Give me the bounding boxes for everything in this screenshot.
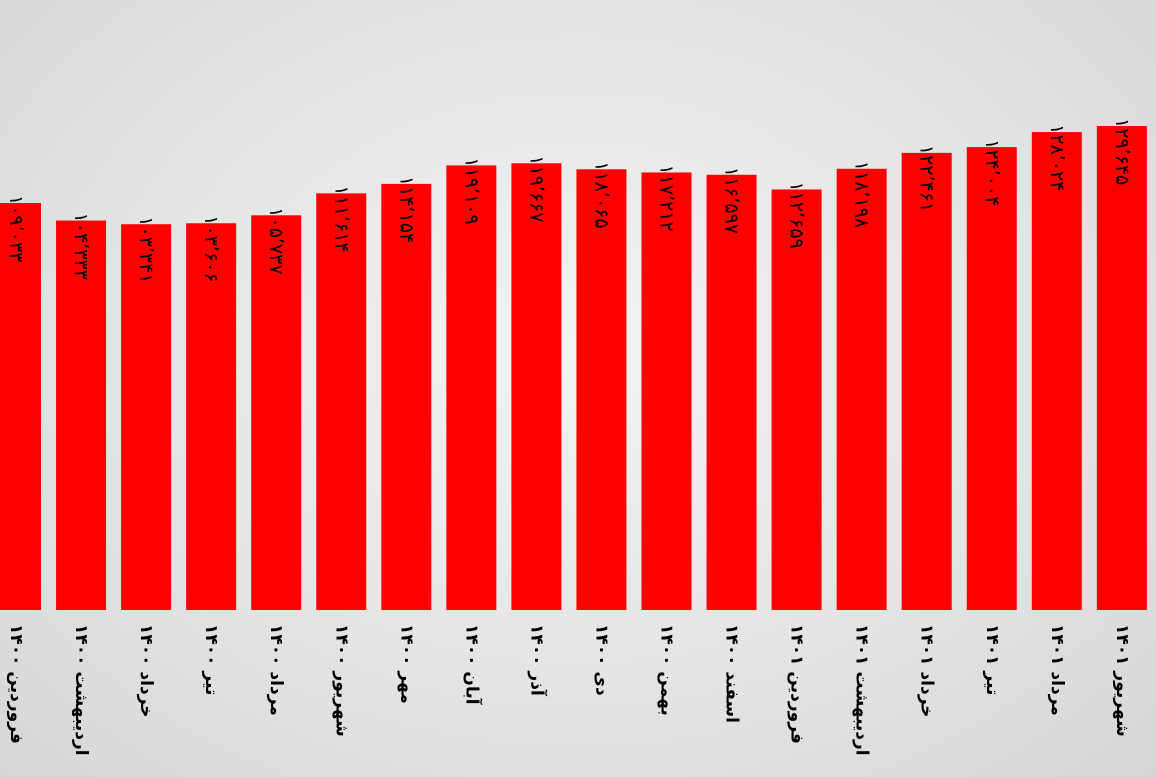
- value-label-11: ۱۱۷٬۲۱۲: [656, 164, 678, 231]
- category-label-14: اردیبهشت ۱۴۰۱: [852, 624, 872, 756]
- bar-12: [706, 174, 757, 610]
- category-label-9: آذر ۱۴۰۰: [526, 624, 548, 697]
- bar-15: [901, 152, 952, 610]
- value-label-10: ۱۱۸٬۰۶۵: [590, 161, 612, 228]
- bar-13: [771, 189, 822, 610]
- value-label-17: ۱۲۸٬۰۲۴: [1046, 124, 1068, 191]
- bar-2: [56, 220, 107, 610]
- category-label-13: فروردین ۱۴۰۱: [787, 624, 807, 744]
- value-label-16: ۱۲۴٬۰۰۴: [981, 139, 1003, 206]
- value-label-5: ۱۰۵٬۷۳۷: [265, 207, 287, 274]
- bar-6: [316, 193, 367, 610]
- category-label-11: بهمن ۱۴۰۰: [657, 624, 677, 716]
- category-label-5: مرداد ۱۴۰۰: [266, 624, 286, 716]
- category-label-3: خرداد ۱۴۰۰: [136, 624, 156, 718]
- value-label-1: ۱۰۹٬۰۳۳: [5, 195, 27, 262]
- category-label-18: شهریور ۱۴۰۱: [1112, 624, 1132, 737]
- value-label-13: ۱۱۲٬۶۵۹: [786, 181, 808, 248]
- value-label-18: ۱۲۹٬۶۴۵: [1111, 118, 1133, 185]
- bar-18: [1096, 126, 1147, 611]
- bar-8: [446, 165, 497, 610]
- category-label-15: خرداد ۱۴۰۱: [917, 624, 937, 718]
- bar-4: [186, 223, 237, 610]
- value-label-14: ۱۱۸٬۱۹۸: [851, 161, 873, 228]
- category-label-2: اردیبهشت ۱۴۰۰: [71, 624, 91, 756]
- category-labels-group: فروردین ۱۴۰۰ اردیبهشت ۱۴۰۰ خرداد ۱۴۰۰ تیر ۱…: [6, 624, 1132, 756]
- category-label-8: آبان ۱۴۰۰: [461, 624, 483, 706]
- value-label-9: ۱۱۹٬۶۶۷: [525, 155, 547, 222]
- value-label-7: ۱۱۴٬۱۵۴: [395, 176, 417, 243]
- value-label-8: ۱۱۹٬۱۰۹: [460, 157, 482, 224]
- bar-9: [511, 163, 562, 611]
- category-label-7: مهر ۱۴۰۰: [396, 624, 416, 704]
- category-label-16: تیر ۱۴۰۱: [982, 624, 1002, 695]
- value-labels-group: ۱۰۹٬۰۳۳ ۱۰۴٬۳۳۳ ۱۰۳٬۳۴۱ ۱۰۳٬۶۰۶ ۱۰۵٬۷۳۷ ۱۱۱٬۶…: [5, 118, 1133, 283]
- bar-11: [641, 172, 692, 611]
- bar-1: [0, 203, 41, 610]
- bar-3: [121, 224, 172, 610]
- value-label-3: ۱۰۳٬۳۴۱: [135, 216, 157, 283]
- bars-group: [0, 126, 1147, 611]
- value-label-6: ۱۱۱٬۶۱۴: [330, 185, 352, 252]
- bar-7: [381, 183, 432, 610]
- category-label-6: شهریور ۱۴۰۰: [331, 624, 351, 737]
- category-label-4: تیر ۱۴۰۰: [201, 624, 221, 695]
- value-label-2: ۱۰۴٬۳۳۳: [70, 213, 92, 280]
- bar-5: [251, 215, 302, 611]
- bar-10: [576, 169, 627, 610]
- value-label-4: ۱۰۳٬۶۰۶: [200, 215, 222, 282]
- category-label-10: دی ۱۴۰۰: [591, 624, 611, 696]
- category-label-17: مرداد ۱۴۰۱: [1047, 624, 1067, 716]
- value-label-12: ۱۱۶٬۵۹۷: [721, 167, 743, 234]
- category-label-12: اسفند ۱۴۰۰: [722, 624, 742, 723]
- category-label-1: فروردین ۱۴۰۰: [6, 624, 26, 744]
- bar-17: [1031, 132, 1082, 610]
- bar-16: [966, 147, 1017, 610]
- bar-14: [836, 168, 887, 610]
- value-label-15: ۱۲۲٬۴۶۱: [916, 145, 938, 212]
